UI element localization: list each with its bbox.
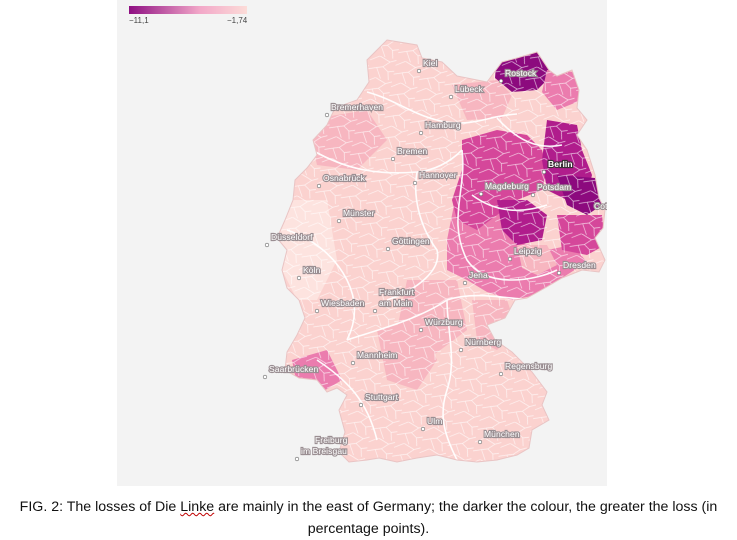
map-figure: −11,1 −1,74 (117, 0, 607, 486)
city-dot-magdeburg (478, 191, 484, 197)
city-dot-würzburg (418, 327, 424, 333)
city-label-frankfurt: Frankfurt (379, 287, 414, 297)
city-label-würzburg: Würzburg (425, 317, 463, 327)
city-dot-mannheim (350, 360, 356, 366)
caption-text-after: are mainly in the east of Germany; the d… (214, 499, 718, 537)
city-label-köln: Köln (303, 265, 321, 275)
city-label-cottb: Cottb (594, 201, 607, 211)
city-dot-nürnberg (458, 347, 464, 353)
city-label-am-main: am Main (379, 298, 412, 308)
city-label-rostock: Rostock (505, 68, 537, 78)
city-dot-potsdam (530, 192, 536, 198)
city-label-göttingen: Göttingen (392, 236, 430, 246)
city-dot-hamburg (418, 130, 424, 136)
state-borders (286, 91, 563, 462)
city-label-potsdam: Potsdam (537, 182, 571, 192)
city-label-berlin: Berlin (548, 159, 573, 169)
caption-underlined-word: Linke (180, 499, 215, 515)
city-label-osnabrück: Osnabrück (323, 173, 366, 183)
city-label-hamburg: Hamburg (425, 120, 461, 130)
city-dot-münchen (477, 439, 483, 445)
city-dot-ulm (420, 426, 426, 432)
city-dot-wiesbaden (314, 308, 320, 314)
city-dot-münster (336, 218, 342, 224)
germany-border (276, 39, 606, 463)
city-dot-kiel (416, 68, 422, 74)
city-label-stuttgart: Stuttgart (365, 392, 399, 402)
city-dot-saarbrücken (262, 374, 268, 380)
legend-color-bar (129, 6, 247, 14)
city-label-jena: Jena (469, 270, 488, 280)
germany-map: Kiel Rostock Lübeck Bremerhaven Hamburg Breme… (262, 39, 607, 463)
city-label-lübeck: Lübeck (455, 84, 484, 94)
city-dot-regensburg (498, 371, 504, 377)
city-label-magdeburg: Magdeburg (485, 181, 529, 191)
city-label-nürnberg: Nürnberg (465, 337, 501, 347)
city-dot-lübeck (448, 94, 454, 100)
city-label-bremerhaven: Bremerhaven (331, 102, 383, 112)
city-dot-rostock (498, 78, 504, 84)
caption-text-before: FIG. 2: The losses of Die (19, 499, 181, 515)
city-dot-osnabrück (316, 183, 322, 189)
city-label-bremen: Bremen (397, 146, 428, 156)
city-label-kiel: Kiel (423, 58, 438, 68)
city-label-im-breisgau: im Breisgau (301, 446, 347, 456)
city-label-hannover: Hannover (419, 170, 457, 180)
city-dot-im-breisgau (294, 456, 300, 462)
city-dot-am-main (372, 308, 378, 314)
city-dot-göttingen (385, 246, 391, 252)
figure-caption: FIG. 2: The losses of Die Linke are main… (0, 496, 737, 540)
city-dot-jena (462, 280, 468, 286)
city-label-leipzig: Leipzig (514, 246, 542, 256)
city-dot-bremen (390, 156, 396, 162)
city-label-düsseldorf: Düsseldorf (271, 232, 313, 242)
city-label-regensburg: Regensburg (505, 361, 552, 371)
city-dot-dresden (556, 270, 562, 276)
city-label-dresden: Dresden (563, 260, 596, 270)
city-dot-stuttgart (358, 402, 364, 408)
city-dot-berlin (541, 169, 547, 175)
city-label-freiburg: Freiburg (315, 435, 348, 445)
legend-max-label: −1,74 (227, 16, 248, 25)
city-dot-köln (296, 275, 302, 281)
city-dot-düsseldorf (264, 242, 270, 248)
city-label-ulm: Ulm (427, 416, 442, 426)
city-label-wiesbaden: Wiesbaden (321, 298, 365, 308)
city-label-saarbrücken: Saarbrücken (269, 364, 318, 374)
city-dot-hannover (412, 180, 418, 186)
map-regions (277, 40, 605, 462)
city-dot-leipzig (507, 256, 513, 262)
city-label-mannheim: Mannheim (357, 350, 398, 360)
city-label-münchen: München (484, 429, 520, 439)
city-dot-bremerhaven (324, 112, 330, 118)
legend-min-label: −11,1 (129, 16, 149, 25)
city-label-münster: Münster (343, 208, 374, 218)
